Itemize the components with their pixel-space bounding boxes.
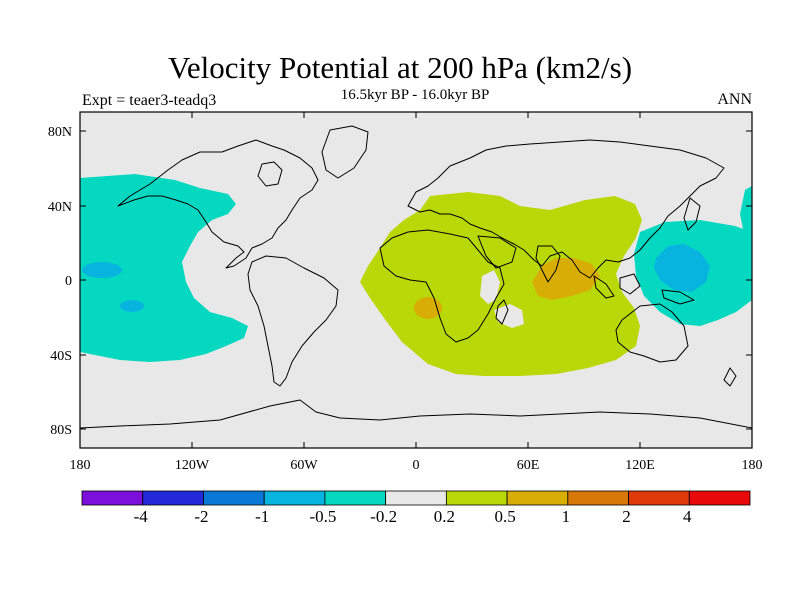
lon-label: 120W xyxy=(175,458,210,473)
lat-label: 0 xyxy=(65,274,72,289)
colorbar-swatch xyxy=(688,490,751,506)
colorbar-swatch xyxy=(506,490,569,506)
coastline-hudson-bay xyxy=(257,161,283,187)
coastline-antarctica xyxy=(80,399,752,429)
colorbar-swatch xyxy=(263,490,326,506)
chart-title: Velocity Potential at 200 hPa (km2/s) xyxy=(167,50,633,85)
experiment-label: Expt = teaer3-teadq3 xyxy=(82,92,217,109)
colorbar-swatch xyxy=(142,490,204,506)
season-label: ANN xyxy=(717,91,752,108)
coastline-africa xyxy=(379,229,505,343)
colorbar-swatch xyxy=(445,490,508,506)
colorbar-label: -0.2 xyxy=(370,507,397,526)
lon-label: 180 xyxy=(70,458,91,473)
coastline-greenland xyxy=(321,125,369,179)
positive-core-indian xyxy=(532,258,600,300)
lon-label: 0 xyxy=(413,458,420,473)
lon-labels: 180 120W 60W 0 60E 120E 180 xyxy=(70,458,763,473)
lon-label: 120E xyxy=(625,458,655,473)
coastline-borneo xyxy=(619,273,641,295)
colorbar-label: 0.5 xyxy=(494,507,515,526)
colorbar-label: -1 xyxy=(255,507,269,526)
coastline-sumatra xyxy=(593,275,615,299)
coastline-north-america xyxy=(117,139,319,269)
colorbar-swatch xyxy=(628,490,690,506)
coastline-india xyxy=(535,245,561,283)
tick-marks xyxy=(79,112,753,448)
colorbar-label: 1 xyxy=(562,507,571,526)
lat-labels: 80N 40N 0 40S 80S xyxy=(48,125,72,438)
lat-label: 80S xyxy=(50,423,72,438)
lon-label: 60E xyxy=(517,458,540,473)
positive-core-atlantic xyxy=(414,297,442,319)
colorbar-label: 2 xyxy=(622,507,631,526)
coastline-new-guinea xyxy=(661,289,695,305)
colorbar: -4 -2 -1 -0.5 -0.2 0.2 0.5 1 2 4 xyxy=(81,490,751,526)
negative-core-pacific-1 xyxy=(82,262,122,278)
lon-label: 60W xyxy=(290,458,318,473)
positive-region-africa-indian xyxy=(360,192,642,376)
coastline-arabia xyxy=(477,235,517,269)
negative-region-pacific xyxy=(80,174,248,362)
masked-patch-madagascar-sea xyxy=(494,304,524,328)
coastline-madagascar xyxy=(495,299,509,325)
colorbar-label: -0.5 xyxy=(309,507,336,526)
lat-label: 40S xyxy=(50,349,72,364)
negative-region-east-edge xyxy=(740,186,752,244)
coastline-japan xyxy=(683,197,701,231)
coastline-australia xyxy=(615,303,689,363)
colorbar-label: 0.2 xyxy=(434,507,455,526)
coastline-south-america xyxy=(247,255,339,387)
colorbar-swatch xyxy=(203,490,265,506)
masked-patch-east-africa xyxy=(480,270,500,304)
negative-core-pacific-2 xyxy=(120,300,144,312)
contour-fields xyxy=(80,174,752,376)
chart-subtitle: 16.5kyr BP - 16.0kyr BP xyxy=(340,87,490,103)
coastline-eurasia xyxy=(407,139,725,279)
coastline-new-zealand xyxy=(723,367,737,387)
colorbar-label: -2 xyxy=(194,507,208,526)
lat-label: 80N xyxy=(48,125,72,140)
colorbar-swatch xyxy=(567,490,629,506)
colorbar-swatch xyxy=(385,490,447,506)
coastlines xyxy=(80,125,752,429)
lon-label: 180 xyxy=(742,458,763,473)
lat-label: 40N xyxy=(48,200,72,215)
colorbar-label: -4 xyxy=(134,507,149,526)
colorbar-swatch xyxy=(324,490,387,506)
colorbar-swatch xyxy=(81,490,144,506)
colorbar-label: 4 xyxy=(683,507,692,526)
negative-core-west-pacific xyxy=(654,244,710,292)
